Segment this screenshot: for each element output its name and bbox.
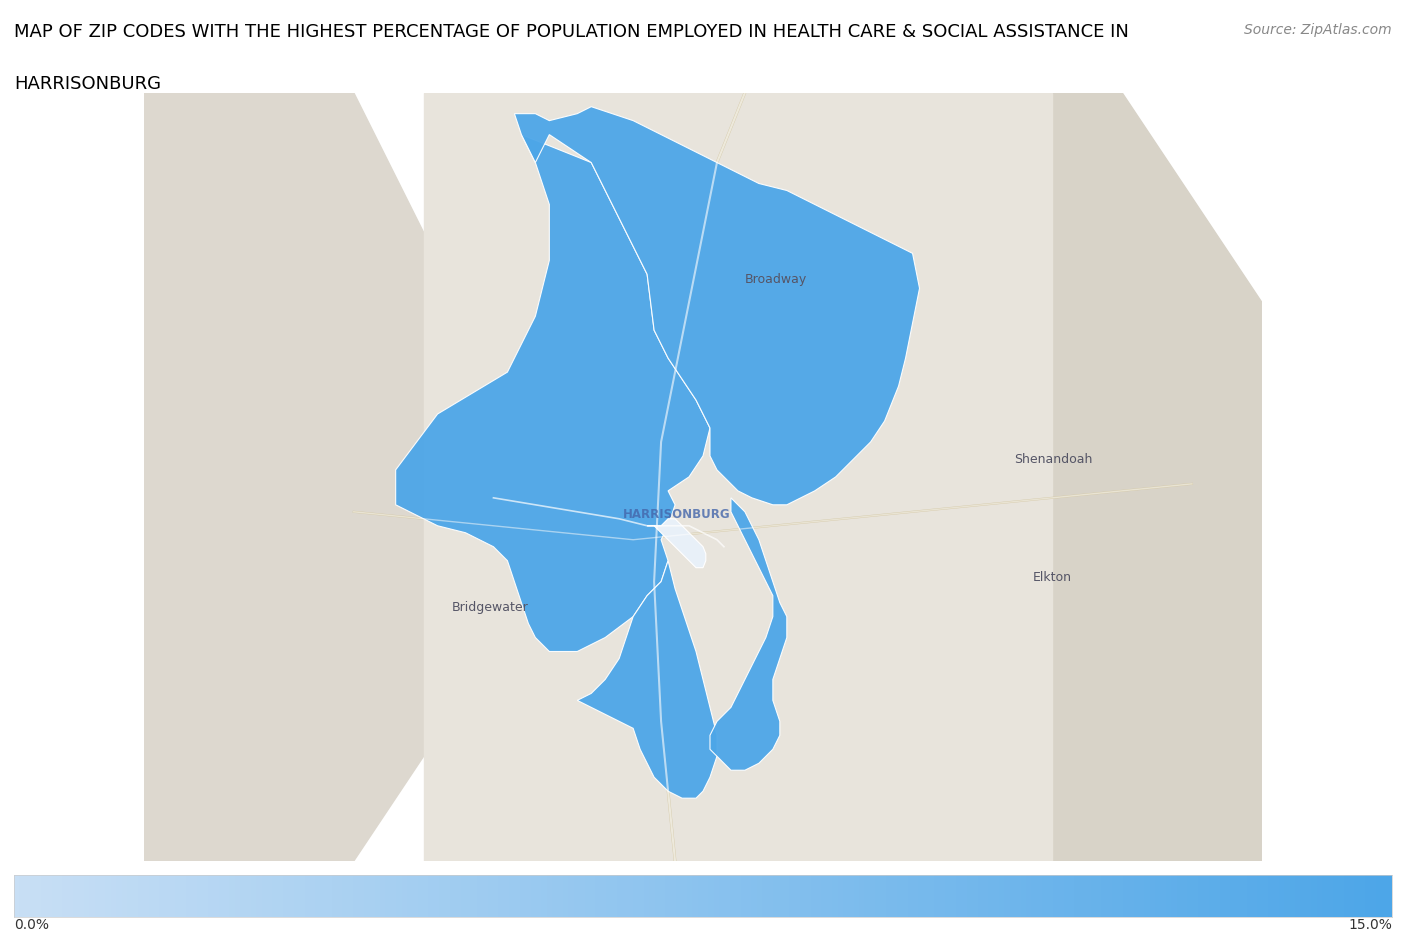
Text: 15.0%: 15.0% [1348,917,1392,931]
Text: MAP OF ZIP CODES WITH THE HIGHEST PERCENTAGE OF POPULATION EMPLOYED IN HEALTH CA: MAP OF ZIP CODES WITH THE HIGHEST PERCEN… [14,23,1129,41]
Text: Shenandoah: Shenandoah [1015,453,1092,466]
Polygon shape [710,498,787,770]
Text: Elkton: Elkton [1032,570,1071,583]
Polygon shape [578,561,717,798]
Polygon shape [395,136,710,651]
Polygon shape [884,94,1261,861]
Polygon shape [423,94,1052,861]
Text: HARRISONBURG: HARRISONBURG [14,75,162,93]
Polygon shape [145,94,564,861]
Text: HARRISONBURG: HARRISONBURG [623,507,730,520]
Polygon shape [647,519,706,568]
Text: Source: ZipAtlas.com: Source: ZipAtlas.com [1244,23,1392,37]
Text: Bridgewater: Bridgewater [451,601,529,614]
Text: 0.0%: 0.0% [14,917,49,931]
Text: Broadway: Broadway [745,273,807,286]
Polygon shape [515,108,920,505]
